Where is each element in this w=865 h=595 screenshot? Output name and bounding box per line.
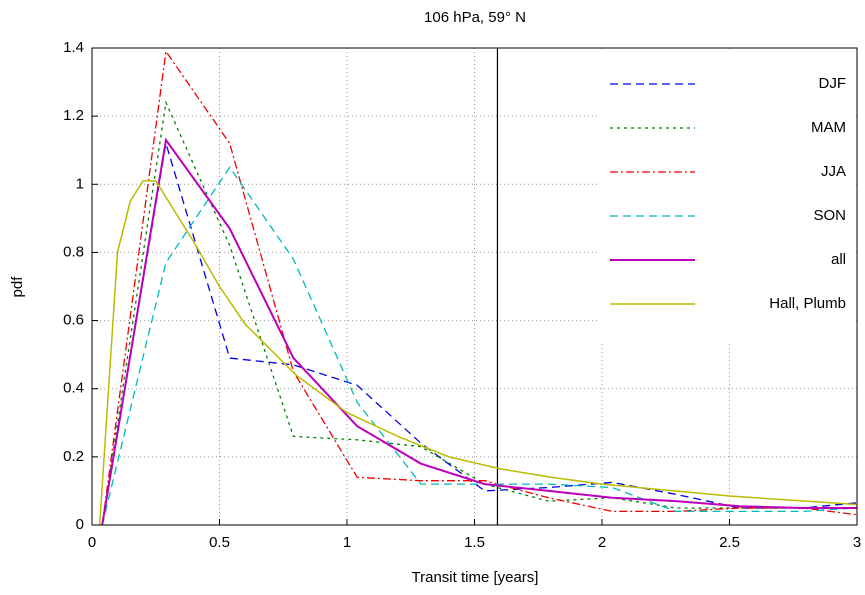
y-tick-label: 0.8 bbox=[63, 243, 84, 260]
y-axis-label: pdf bbox=[9, 276, 26, 298]
y-tick-label: 1 bbox=[76, 175, 84, 192]
chart-title: 106 hPa, 59° N bbox=[424, 9, 526, 26]
legend-label: Hall, Plumb bbox=[769, 295, 846, 312]
legend-label: JJA bbox=[821, 163, 846, 180]
series-line bbox=[98, 180, 858, 526]
legend-box bbox=[600, 50, 855, 344]
y-tick-label: 0.4 bbox=[63, 380, 84, 397]
legend-label: all bbox=[831, 251, 846, 268]
x-tick-label: 0.5 bbox=[209, 534, 230, 551]
plot-frame bbox=[91, 47, 858, 526]
y-tick-label: 0 bbox=[76, 516, 84, 533]
x-tick-label: 2.5 bbox=[719, 534, 740, 551]
legend-label: MAM bbox=[811, 119, 846, 136]
x-tick-label: 3 bbox=[853, 534, 861, 551]
legend-label: SON bbox=[813, 207, 846, 224]
x-axis-label: Transit time [years] bbox=[412, 569, 539, 586]
x-tick-label: 0 bbox=[88, 534, 96, 551]
x-tick-label: 2 bbox=[598, 534, 606, 551]
series-line bbox=[101, 137, 857, 526]
y-tick-label: 0.2 bbox=[63, 448, 84, 465]
y-tick-label: 1.2 bbox=[63, 107, 84, 124]
y-tick-label: 0.6 bbox=[63, 312, 84, 329]
x-tick-label: 1 bbox=[343, 534, 351, 551]
series-line bbox=[101, 100, 857, 526]
x-tick-label: 1.5 bbox=[464, 534, 485, 551]
y-tick-label: 1.4 bbox=[63, 39, 84, 56]
legend-label: DJF bbox=[819, 75, 847, 92]
series-line bbox=[101, 49, 858, 526]
